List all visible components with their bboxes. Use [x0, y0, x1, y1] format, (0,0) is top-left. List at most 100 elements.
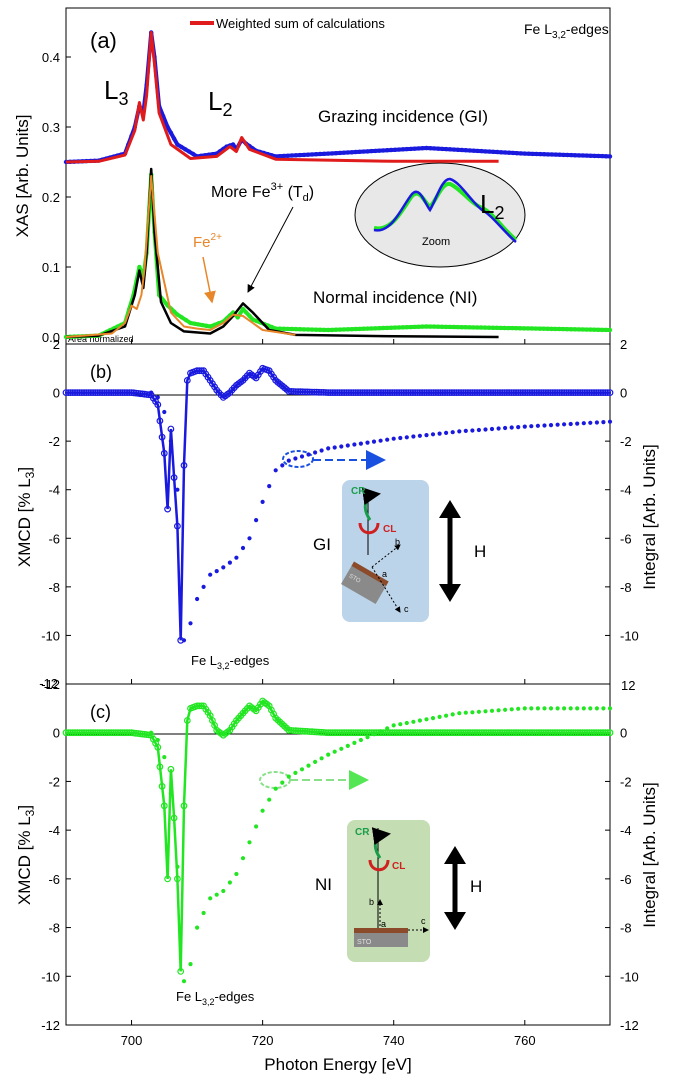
integral-point [234, 555, 239, 560]
xmcd-point [533, 389, 541, 397]
integral-point [404, 435, 409, 440]
xmcd-point [567, 389, 575, 397]
integral-point [326, 446, 331, 451]
panel-c-frame [65, 683, 611, 1026]
xmcd-point [391, 389, 399, 397]
xmcd-point [356, 389, 364, 397]
xmcd-point [121, 389, 129, 397]
l2-label: L2 [208, 86, 232, 120]
xmcd-point [384, 389, 392, 397]
xmcd-point [87, 389, 95, 397]
integral-point [607, 419, 613, 424]
gi-point [580, 153, 586, 158]
gi-point [463, 148, 468, 153]
integral-point [437, 431, 442, 436]
xmcd-point [437, 389, 444, 397]
ni-point [277, 326, 282, 331]
xmcd-point [498, 389, 506, 397]
ni-point [486, 325, 492, 330]
xmcd-point [441, 389, 449, 397]
xmcd-point [372, 389, 380, 397]
integral-point [195, 925, 200, 930]
xmcd-point [510, 729, 518, 737]
integral-point [509, 707, 514, 712]
ni-point [250, 317, 255, 322]
xmcd-point [469, 389, 476, 397]
xmcd-point [494, 389, 502, 397]
integral-point [313, 759, 318, 765]
ni-point [305, 327, 311, 332]
gi-point [545, 152, 551, 157]
panel-b-series [62, 364, 614, 644]
gi-point [183, 147, 188, 152]
gi-cr-arrow-icon [361, 487, 381, 521]
xmcd-point [423, 389, 431, 397]
gi-point [321, 151, 327, 156]
integral-point [221, 565, 226, 570]
xmcd-point [402, 729, 410, 737]
xmcd-point [405, 389, 412, 397]
ni-point [388, 325, 394, 330]
gi-point [357, 149, 362, 154]
xmcd-point [549, 729, 557, 737]
ni-point [313, 327, 319, 332]
xmcd-point [64, 729, 72, 737]
gi-point [404, 146, 409, 152]
xmcd-point [67, 729, 74, 737]
legend-text-calc: Weighted sum of calculations [216, 16, 385, 31]
xmcd-point [485, 729, 493, 737]
xmcd-point [588, 729, 596, 737]
integral-point [155, 737, 160, 743]
xmcd-point [411, 389, 419, 397]
panel-c-y-label: XMCD [% L3] [15, 805, 37, 905]
xmcd-point [100, 729, 108, 737]
xmcd-point [158, 782, 166, 790]
xmcd-point [395, 389, 403, 397]
gi-point [572, 153, 578, 158]
xmcd-point [540, 729, 547, 737]
xmcd-point [329, 389, 337, 397]
y-tick-label: 0 [53, 726, 60, 741]
y-tick-label: -2 [48, 774, 60, 789]
gi-axis-b [371, 544, 401, 568]
integral-point [208, 572, 213, 577]
gi-h-arrow-down-icon [439, 584, 461, 602]
ni-h-arrow-down-icon [444, 912, 466, 930]
xmcd-point [76, 729, 83, 737]
integral-point [391, 723, 396, 728]
integral-point [535, 706, 541, 711]
xmcd-point [430, 389, 438, 397]
xmcd-point [455, 729, 463, 737]
ni-point [412, 324, 417, 330]
xmcd-point [80, 729, 88, 737]
xmcd-point [352, 389, 360, 397]
integral-point [430, 716, 436, 721]
xmcd-point [62, 389, 70, 397]
xmcd-point [333, 389, 341, 397]
gi-point [329, 151, 335, 156]
xmcd-point [478, 389, 486, 397]
gi-point [373, 148, 378, 154]
xmcd-point [183, 377, 191, 384]
xmcd-point [290, 727, 297, 734]
gi-point [534, 151, 539, 157]
y-tick-label: 0.1 [42, 260, 60, 275]
xmcd-point [294, 388, 302, 396]
ni-film-layer [354, 928, 408, 933]
gi-point [447, 147, 453, 152]
ni-point [247, 313, 252, 319]
xmcd-point [606, 389, 614, 397]
xmcd-point [595, 389, 602, 397]
xmcd-point [71, 729, 79, 737]
xmcd-point [526, 729, 534, 737]
xmcd-point [292, 388, 300, 396]
xmcd-point [581, 389, 589, 397]
xmcd-point [478, 729, 486, 737]
xmcd-point [103, 729, 111, 737]
xmcd-point [524, 729, 531, 737]
integral-point [430, 432, 436, 437]
xmcd-point [105, 389, 113, 397]
xmcd-point [195, 367, 203, 375]
xmcd-point [409, 389, 417, 397]
xmcd-point [320, 389, 327, 396]
